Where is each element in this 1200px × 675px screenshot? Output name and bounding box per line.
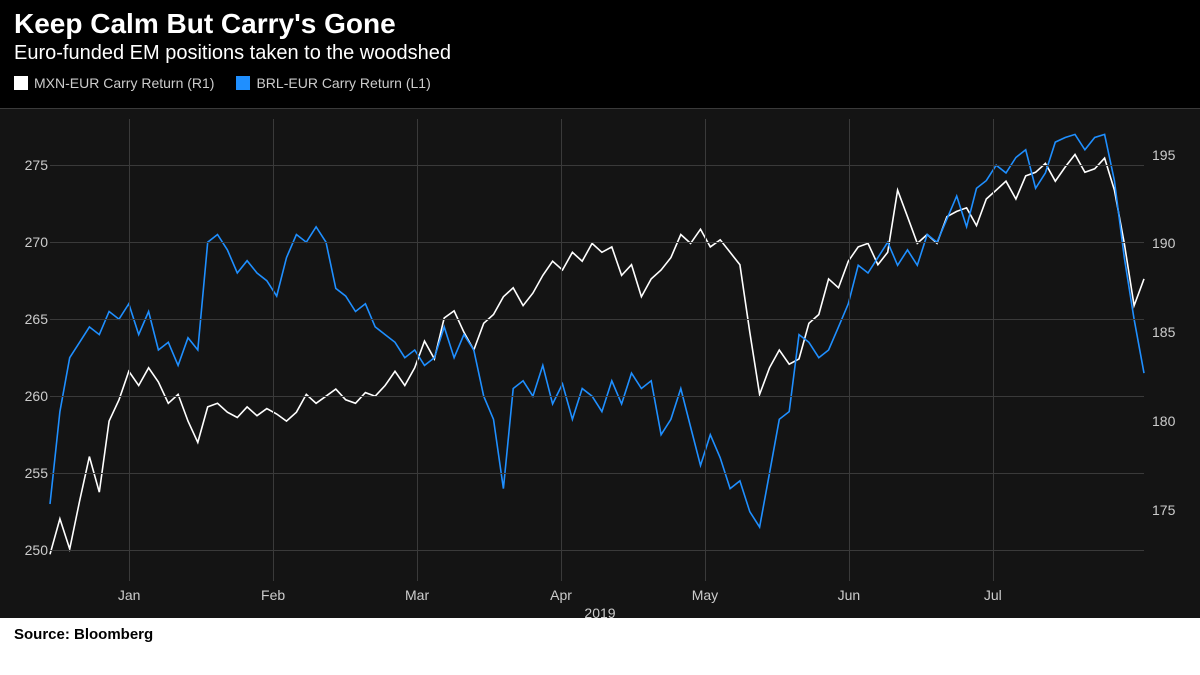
- gridline-h: [50, 550, 1144, 551]
- plot-area: [50, 119, 1144, 581]
- chart-title: Keep Calm But Carry's Gone: [0, 0, 1200, 42]
- gridline-v: [849, 119, 850, 581]
- x-tick: Jul: [984, 587, 1002, 603]
- gridline-v: [993, 119, 994, 581]
- gridline-h: [50, 319, 1144, 320]
- legend-label: MXN-EUR Carry Return (R1): [34, 75, 214, 91]
- y-tick-left: 275: [25, 157, 48, 173]
- gridline-v: [273, 119, 274, 581]
- x-tick: Apr: [550, 587, 572, 603]
- footer: Source: Bloomberg: [0, 618, 1200, 675]
- gridline-h: [50, 396, 1144, 397]
- gridline-h: [50, 165, 1144, 166]
- y-tick-right: 185: [1152, 324, 1175, 340]
- gridline-v: [417, 119, 418, 581]
- chart-subtitle: Euro-funded EM positions taken to the wo…: [0, 42, 1200, 71]
- legend-label: BRL-EUR Carry Return (L1): [256, 75, 430, 91]
- legend-swatch-white: [14, 76, 28, 90]
- series-line: [50, 134, 1144, 527]
- x-tick: Feb: [261, 587, 285, 603]
- legend-item-mxn: MXN-EUR Carry Return (R1): [14, 75, 214, 91]
- y-tick-left: 270: [25, 234, 48, 250]
- legend: MXN-EUR Carry Return (R1) BRL-EUR Carry …: [0, 71, 1200, 95]
- x-tick: Mar: [405, 587, 429, 603]
- gridline-v: [561, 119, 562, 581]
- x-tick: Jan: [118, 587, 141, 603]
- gridline-h: [50, 242, 1144, 243]
- gridline-h: [50, 473, 1144, 474]
- gridline-v: [705, 119, 706, 581]
- y-tick-left: 255: [25, 465, 48, 481]
- y-tick-right: 175: [1152, 502, 1175, 518]
- y-tick-right: 190: [1152, 235, 1175, 251]
- y-tick-left: 260: [25, 388, 48, 404]
- x-tick: Jun: [838, 587, 861, 603]
- y-tick-right: 195: [1152, 147, 1175, 163]
- y-tick-right: 180: [1152, 413, 1175, 429]
- legend-swatch-blue: [236, 76, 250, 90]
- gridline-v: [129, 119, 130, 581]
- series-line: [50, 155, 1144, 555]
- y-tick-left: 250: [25, 542, 48, 558]
- chart-container: 2019 250255260265270275175180185190195Ja…: [0, 108, 1200, 618]
- legend-item-brl: BRL-EUR Carry Return (L1): [236, 75, 430, 91]
- x-tick: May: [692, 587, 718, 603]
- source-text: Source: Bloomberg: [0, 618, 1200, 651]
- y-tick-left: 265: [25, 311, 48, 327]
- line-svg: [50, 119, 1144, 581]
